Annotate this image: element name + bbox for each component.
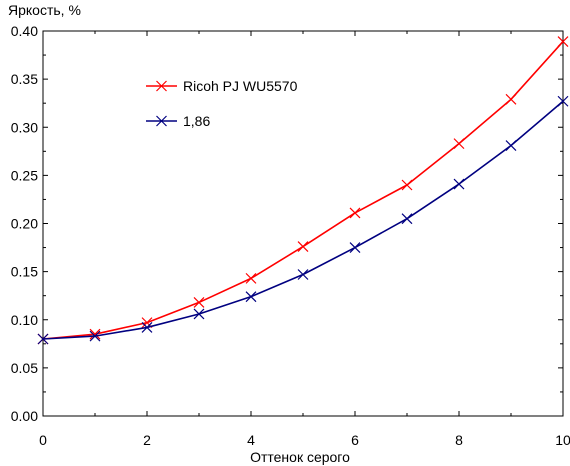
legend-label: Ricoh PJ WU5570 — [183, 78, 298, 94]
y-tick-label: 0.05 — [11, 360, 38, 376]
series-point — [557, 95, 569, 107]
y-tick-label: 0.20 — [11, 216, 38, 232]
y-tick-label: 0.30 — [11, 119, 38, 135]
series-point — [453, 178, 465, 190]
x-tick-label: 0 — [39, 432, 47, 448]
y-tick-label: 0.10 — [11, 312, 38, 328]
legend-swatch-marker — [156, 80, 167, 92]
series-point — [245, 272, 257, 284]
y-tick-label: 0.25 — [11, 167, 38, 183]
series-point — [89, 330, 101, 342]
x-tick-label: 10 — [555, 432, 570, 448]
y-tick-label: 0.00 — [11, 408, 38, 424]
y-axis: 0.00 0.05 0.10 0.15 0.20 0.25 0.30 0.35 0.40 — [11, 23, 563, 424]
series-point — [193, 308, 205, 320]
series-line — [42, 100, 564, 340]
series-layer — [37, 36, 569, 345]
series-point — [401, 213, 413, 225]
y-tick-label: 0.40 — [11, 23, 38, 39]
x-axis: 0 2 4 6 8 10 — [39, 31, 570, 448]
series-line — [42, 41, 564, 340]
series-point — [557, 36, 569, 48]
series-point — [245, 291, 257, 303]
x-axis-title: Оттенок серого — [250, 449, 350, 465]
series-point — [297, 241, 309, 253]
series-point — [349, 207, 361, 219]
plot-area — [42, 30, 564, 417]
x-tick-label: 6 — [351, 432, 359, 448]
y-tick-label: 0.15 — [11, 264, 38, 280]
series-0 — [37, 36, 569, 345]
legend-label: 1,86 — [183, 113, 210, 129]
series-point — [193, 297, 205, 308]
x-tick-label: 4 — [247, 432, 255, 448]
series-1 — [37, 95, 569, 345]
series-point — [401, 179, 413, 191]
legend: Ricoh PJ WU5570 1,86 — [146, 78, 298, 129]
series-point — [297, 269, 309, 280]
plot-border — [42, 30, 564, 417]
series-point — [141, 322, 153, 333]
series-point — [505, 140, 517, 151]
x-tick-label: 8 — [455, 432, 463, 448]
series-point — [453, 138, 465, 150]
y-axis-title: Яркость, % — [8, 2, 81, 18]
series-point — [505, 93, 517, 105]
legend-swatch-marker — [156, 115, 167, 127]
x-tick-label: 2 — [143, 432, 151, 448]
y-tick-label: 0.35 — [11, 71, 38, 87]
series-point — [349, 242, 361, 253]
series-point — [37, 333, 49, 345]
series-point — [89, 328, 101, 340]
